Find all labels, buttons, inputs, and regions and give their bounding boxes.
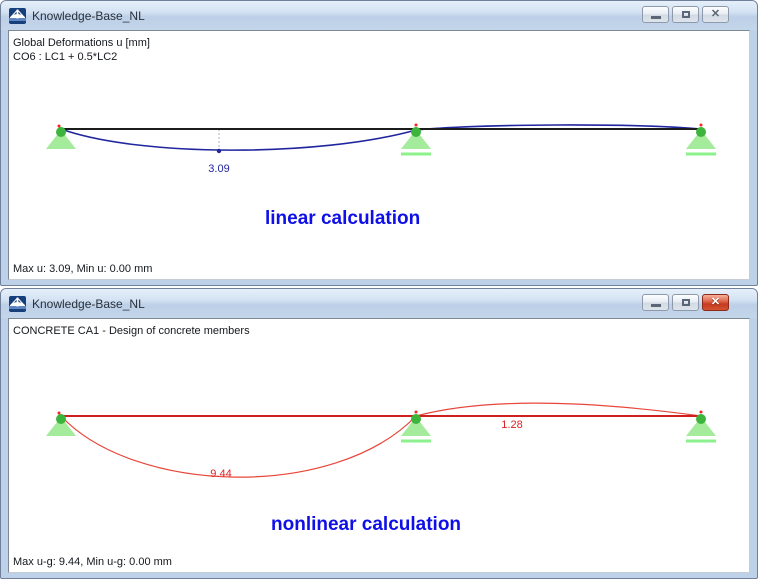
window-title: Knowledge-Base_NL <box>32 8 145 23</box>
drawing-area-linear: Global Deformations u [mm] CO6 : LC1 + 0.… <box>8 30 750 280</box>
close-button[interactable]: ✕ <box>702 294 729 311</box>
close-icon: ✕ <box>710 8 721 20</box>
maximize-button[interactable] <box>672 294 699 311</box>
deflection-curve-span1 <box>60 415 417 478</box>
minimize-button[interactable] <box>642 6 669 23</box>
result-type-label: Global Deformations u [mm] <box>13 37 150 49</box>
design-case-label: CONCRETE CA1 - Design of concrete member… <box>13 325 250 337</box>
deflection-value-label-span1: 9.44 <box>210 468 231 480</box>
annotation-nonlinear: nonlinear calculation <box>271 514 462 535</box>
support-left-pinned <box>46 411 76 436</box>
minimize-button[interactable] <box>642 294 669 311</box>
deflection-curve-span1 <box>60 128 417 151</box>
annotation-linear: linear calculation <box>265 208 421 229</box>
status-line: Max u: 3.09, Min u: 0.00 mm <box>13 263 153 275</box>
beam-diagram-linear: 3.09 <box>46 123 716 175</box>
window-controls: ✕ <box>642 294 729 311</box>
max-deflection-point <box>216 148 222 154</box>
window-nonlinear: Knowledge-Base_NL ✕ CONCRETE CA1 - Desig… <box>0 288 758 579</box>
support-right-roller <box>686 123 716 156</box>
node-marker-icon <box>414 123 418 127</box>
drawing-area-nonlinear: CONCRETE CA1 - Design of concrete member… <box>8 318 750 573</box>
window-controls: ✕ <box>642 6 729 23</box>
minimize-icon <box>650 16 661 19</box>
deflection-value-label-span2: 1.28 <box>501 419 522 431</box>
close-button[interactable]: ✕ <box>702 6 729 23</box>
deflection-value-label: 3.09 <box>208 163 229 175</box>
app-logo-icon <box>9 295 26 312</box>
app-logo-icon <box>9 7 26 24</box>
support-right-roller <box>686 410 716 443</box>
node-marker-icon <box>57 124 61 128</box>
result-header: Global Deformations u [mm] CO6 : LC1 + 0.… <box>13 36 150 64</box>
window-linear: Knowledge-Base_NL ✕ Global Deformations … <box>0 0 758 286</box>
node-marker-icon <box>414 410 418 414</box>
maximize-button[interactable] <box>672 6 699 23</box>
titlebar[interactable]: Knowledge-Base_NL ✕ <box>1 1 757 30</box>
minimize-icon <box>650 304 661 307</box>
load-combination-label: CO6 : LC1 + 0.5*LC2 <box>13 51 118 63</box>
beam-diagram-nonlinear: 9.44 1.28 <box>46 402 716 480</box>
support-middle-roller <box>401 123 431 156</box>
deflection-curve-span2 <box>415 124 702 131</box>
support-middle-roller <box>401 410 431 443</box>
window-title: Knowledge-Base_NL <box>32 296 145 311</box>
close-icon: ✕ <box>710 296 721 308</box>
deflection-curve-span2 <box>415 402 702 417</box>
node-marker-icon <box>57 411 61 415</box>
maximize-icon <box>681 11 690 18</box>
node-marker-icon <box>699 123 703 127</box>
status-line: Max u-g: 9.44, Min u-g: 0.00 mm <box>13 556 172 568</box>
node-marker-icon <box>699 410 703 414</box>
titlebar[interactable]: Knowledge-Base_NL ✕ <box>1 289 757 318</box>
support-left-pinned <box>46 124 76 149</box>
maximize-icon <box>681 299 690 306</box>
result-header: CONCRETE CA1 - Design of concrete member… <box>13 324 250 338</box>
